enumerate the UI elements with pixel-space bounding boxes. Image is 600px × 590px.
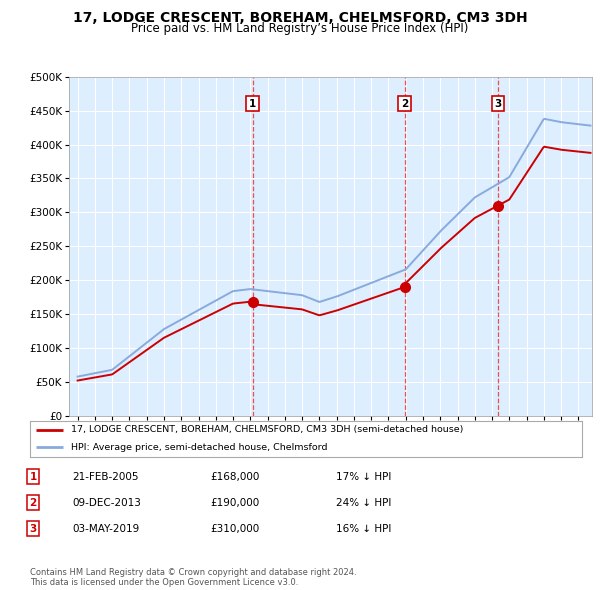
- Text: 16% ↓ HPI: 16% ↓ HPI: [336, 524, 391, 533]
- Text: 17, LODGE CRESCENT, BOREHAM, CHELMSFORD, CM3 3DH (semi-detached house): 17, LODGE CRESCENT, BOREHAM, CHELMSFORD,…: [71, 425, 464, 434]
- Text: 17% ↓ HPI: 17% ↓ HPI: [336, 472, 391, 481]
- Text: £190,000: £190,000: [210, 498, 259, 507]
- Text: 1: 1: [249, 99, 256, 109]
- Text: 21-FEB-2005: 21-FEB-2005: [72, 472, 139, 481]
- Text: 03-MAY-2019: 03-MAY-2019: [72, 524, 139, 533]
- Text: 09-DEC-2013: 09-DEC-2013: [72, 498, 141, 507]
- Text: 1: 1: [29, 472, 37, 481]
- Text: 3: 3: [29, 524, 37, 533]
- Text: £168,000: £168,000: [210, 472, 259, 481]
- Text: £310,000: £310,000: [210, 524, 259, 533]
- Text: 24% ↓ HPI: 24% ↓ HPI: [336, 498, 391, 507]
- Text: Contains HM Land Registry data © Crown copyright and database right 2024.
This d: Contains HM Land Registry data © Crown c…: [30, 568, 356, 587]
- Text: Price paid vs. HM Land Registry’s House Price Index (HPI): Price paid vs. HM Land Registry’s House …: [131, 22, 469, 35]
- Text: 2: 2: [401, 99, 408, 109]
- Text: HPI: Average price, semi-detached house, Chelmsford: HPI: Average price, semi-detached house,…: [71, 442, 328, 451]
- Text: 17, LODGE CRESCENT, BOREHAM, CHELMSFORD, CM3 3DH: 17, LODGE CRESCENT, BOREHAM, CHELMSFORD,…: [73, 11, 527, 25]
- Text: 3: 3: [494, 99, 502, 109]
- Text: 2: 2: [29, 498, 37, 507]
